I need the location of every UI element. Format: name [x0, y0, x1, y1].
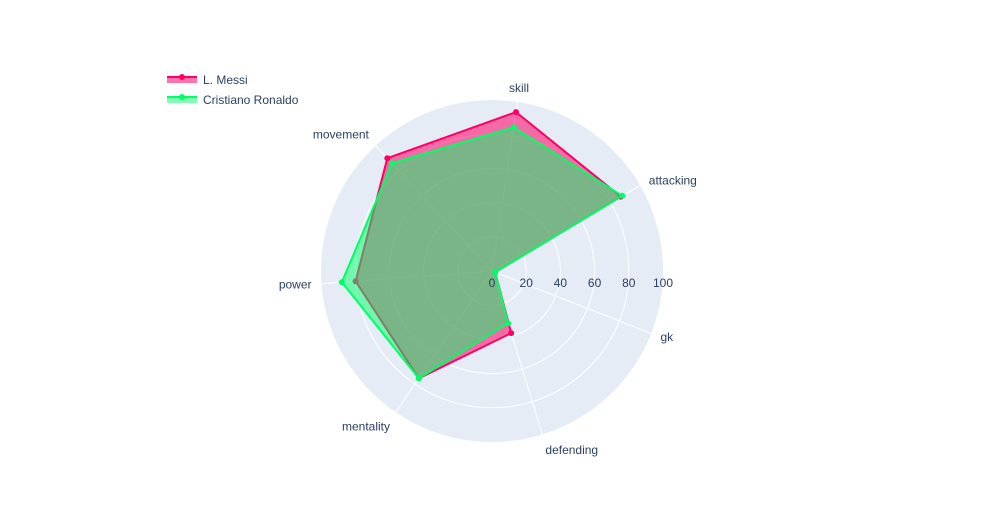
legend-label-ronaldo: Cristiano Ronaldo	[203, 93, 299, 107]
category-label-skill: skill	[509, 81, 529, 95]
axis-labels: attacking skill movement power mentality defe…	[279, 81, 697, 457]
category-label-power: power	[279, 278, 312, 292]
data-point-cristiano-ronaldo-movement[interactable]	[389, 160, 395, 167]
radial-tick-label-40: 40	[554, 276, 568, 290]
data-point-cristiano-ronaldo-gk[interactable]	[492, 269, 499, 276]
data-point-cristiano-ronaldo-mentality[interactable]	[415, 375, 422, 382]
legend-swatch-ronaldo	[167, 94, 197, 103]
legend-item-messi[interactable]: L. Messi	[165, 70, 298, 90]
data-point-l-messi-defending[interactable]	[508, 330, 515, 337]
radial-tick-label-60: 60	[588, 276, 602, 290]
legend-label-messi: L. Messi	[203, 73, 248, 87]
spoke-gk	[491, 270, 652, 334]
radial-tick-label-100: 100	[653, 276, 673, 290]
category-label-gk: gk	[661, 330, 675, 344]
data-point-cristiano-ronaldo-defending[interactable]	[505, 320, 512, 327]
category-label-defending: defending	[545, 443, 598, 457]
legend-swatch-messi	[167, 74, 197, 83]
category-label-attacking: attacking	[649, 174, 697, 188]
category-label-mentality: mentality	[342, 420, 390, 434]
series-area-cristiano-ronaldo	[340, 126, 624, 380]
legend-item-ronaldo[interactable]: Cristiano Ronaldo	[165, 90, 298, 110]
data-point-cristiano-ronaldo-attacking[interactable]	[619, 192, 626, 199]
radial-tick-label-80: 80	[622, 276, 636, 290]
data-point-l-messi-skill[interactable]	[513, 109, 519, 116]
series-cristiano-ronaldo	[338, 124, 626, 382]
radial-tick-label-20: 20	[520, 276, 534, 290]
data-point-cristiano-ronaldo-skill[interactable]	[510, 124, 517, 131]
data-point-cristiano-ronaldo-power[interactable]	[338, 279, 345, 286]
category-label-movement: movement	[313, 127, 370, 141]
legend: L. Messi Cristiano Ronaldo	[165, 70, 298, 110]
data-series-layer	[338, 109, 626, 382]
data-point-l-messi-movement[interactable]	[384, 155, 391, 162]
radial-tick-label-0: 0	[489, 276, 496, 290]
